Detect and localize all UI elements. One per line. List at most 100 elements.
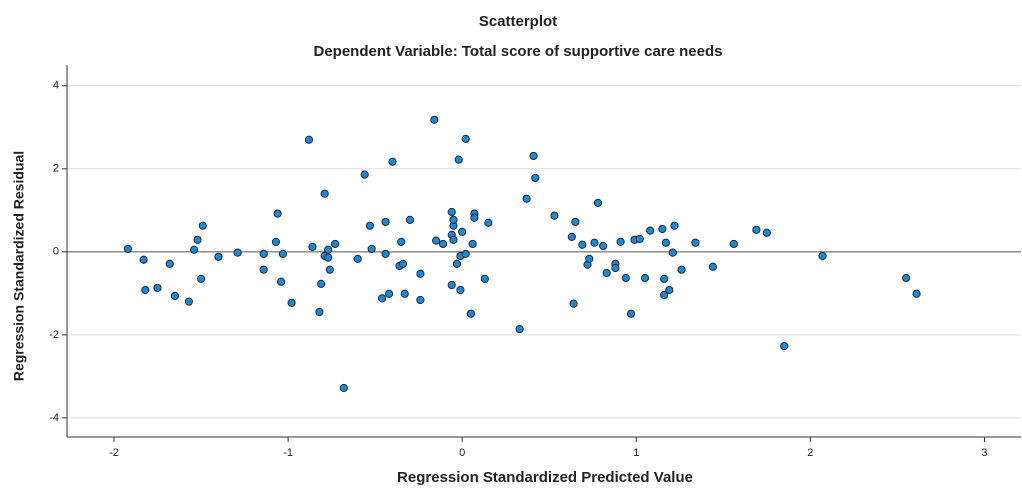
point [599,241,608,251]
point [397,237,406,246]
x-tick-label: 1 [633,447,639,459]
point [308,242,317,251]
point [198,221,207,230]
point [365,221,375,230]
point [531,173,540,183]
point [611,263,620,273]
x-tick-label: 0 [459,447,465,459]
point [273,209,282,218]
point [153,283,162,293]
x-tick-label: 2 [807,447,813,459]
point [431,236,441,245]
point [635,234,644,244]
point [193,235,202,244]
point [515,324,524,334]
point [278,249,287,259]
point [640,273,650,283]
point [529,151,538,161]
point [658,224,667,234]
point [480,274,489,283]
point [325,265,334,274]
point [458,227,467,237]
point [452,259,462,268]
point [320,189,329,198]
point [405,215,415,224]
point [184,297,193,306]
y-tick-label: 2 [53,163,59,175]
point [578,240,587,249]
point [585,254,594,263]
point [123,244,133,254]
point [660,290,669,300]
x-axis-label: Regression Standardized Predicted Value [397,469,693,486]
point [677,265,686,274]
y-tick-label: 0 [53,246,59,258]
point [646,226,655,235]
point [141,285,150,295]
point [661,238,670,247]
point [360,170,369,179]
point [170,291,180,300]
point [259,249,268,259]
point [400,289,409,298]
point [315,307,324,317]
point [377,294,387,303]
point [670,221,679,230]
point [324,245,333,254]
point [233,248,242,257]
point [593,198,603,207]
point [388,157,397,166]
point [708,262,717,271]
point [324,253,333,262]
point [616,237,625,246]
point [466,309,475,318]
point [330,239,340,249]
y-tick-label: 4 [53,80,59,92]
point [381,217,390,227]
point [461,134,470,144]
x-tick-label: 3 [981,447,987,459]
point [196,274,206,283]
point [468,239,477,249]
point [304,135,314,144]
point [259,265,268,274]
point [317,279,326,288]
point [729,239,738,249]
point [567,232,576,241]
point [691,238,700,247]
point [660,274,669,283]
point [762,228,771,237]
point [449,235,458,244]
y-tick-label: -4 [49,412,59,424]
x-tick-label: -2 [109,447,119,459]
point [339,383,348,393]
point [602,268,611,278]
point [621,273,630,283]
point [626,309,636,318]
point [447,280,456,290]
point [456,285,465,295]
point [353,254,362,263]
point [416,269,425,278]
point [430,115,439,124]
chart-subtitle: Dependent Variable: Total score of suppo… [313,43,722,60]
chart-title: Scatterplot [479,13,557,30]
point [569,299,578,308]
point [416,295,425,305]
point [470,213,479,222]
point [912,289,921,298]
point [550,211,559,220]
point [665,285,674,295]
point [214,252,223,261]
point [139,255,148,264]
y-axis-label: Regression Standardized Residual [11,151,27,381]
point [165,259,174,268]
point [398,259,408,268]
point [818,251,827,261]
point [902,273,911,283]
point [277,277,286,286]
point [381,249,390,259]
point [780,341,789,351]
point [668,248,677,257]
